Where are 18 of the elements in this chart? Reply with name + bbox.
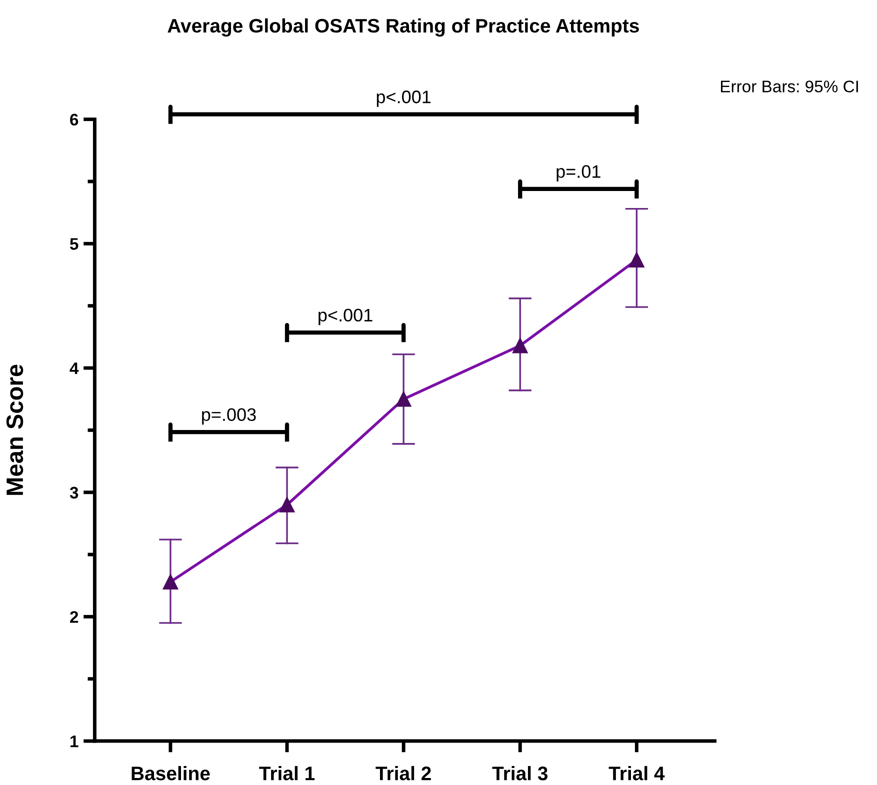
x-tick-label: Baseline — [132, 766, 210, 780]
y-tick-label: 2 — [70, 611, 78, 623]
text: Error Bars: 95% CI — [720, 80, 858, 92]
y-tick-label: 5 — [70, 238, 78, 250]
x-tick-label: Trial 3 — [492, 766, 548, 780]
annotation: p=.01 — [556, 165, 600, 182]
annotation: p=.003 — [202, 408, 256, 425]
text: p<.001 — [376, 90, 431, 107]
x-tick-label: Trial 1 — [259, 766, 315, 780]
y-tick-label: 6 — [70, 114, 78, 126]
y-tick-label: 1 — [70, 736, 78, 748]
chart-title: Average Global OSATS Rating of Practice Attempts — [168, 18, 639, 37]
x-tick-label: Trial 2 — [376, 766, 431, 780]
y-tick-label: 4 — [70, 362, 79, 374]
y-axis-title: Mean Score — [6, 364, 24, 495]
annotation: p<.001 — [318, 308, 372, 326]
y-tick-label: 3 — [70, 486, 78, 499]
x-tick-label: Trial 4 — [608, 766, 665, 780]
